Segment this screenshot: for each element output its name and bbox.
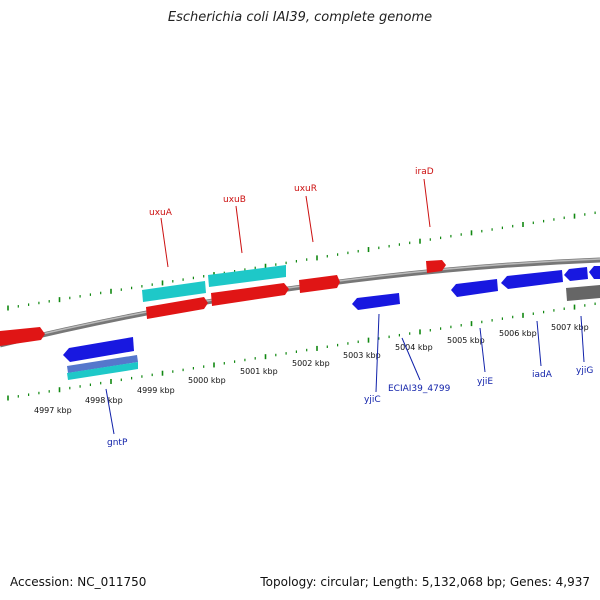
- gene-gntP-arrow[interactable]: [63, 337, 134, 362]
- gene-arrow-left-edge[interactable]: [0, 327, 45, 346]
- tick-label-5004: 5004 kbp: [395, 343, 433, 352]
- tick-label-4997: 4997 kbp: [34, 406, 72, 415]
- gene-label-iraD[interactable]: iraD: [415, 167, 434, 177]
- rna-feature-1[interactable]: [142, 281, 206, 302]
- gene-uxuB-arrow[interactable]: [211, 283, 289, 306]
- tick-label-4998: 4998 kbp: [85, 396, 123, 405]
- gene-edge-arrow[interactable]: [589, 266, 600, 279]
- gene-grey-feature[interactable]: [566, 285, 600, 301]
- footer-stats: Topology: circular; Length: 5,132,068 bp…: [260, 575, 590, 589]
- gene-yjiG-arrow[interactable]: [564, 267, 588, 281]
- tick-label-5007: 5007 kbp: [551, 323, 589, 332]
- tick-label-5000: 5000 kbp: [188, 376, 226, 385]
- rna-feature-4[interactable]: [67, 362, 138, 380]
- gene-label-yjiC[interactable]: yjiC: [364, 395, 381, 405]
- gene-label-ECIAI39_4799[interactable]: ECIAI39_4799: [388, 384, 451, 394]
- footer-accession: Accession: NC_011750: [10, 575, 147, 589]
- rna-feature-3[interactable]: [67, 355, 138, 373]
- tick-label-4999: 4999 kbp: [137, 386, 175, 395]
- gene-iraD-arrow[interactable]: [426, 260, 446, 273]
- gene-yjiC-arrow[interactable]: [352, 293, 400, 310]
- upper-ruler: [7, 211, 596, 311]
- gene-label-uxuR[interactable]: uxuR: [294, 184, 317, 194]
- gene-yjiE-arrow[interactable]: [451, 279, 498, 297]
- rna-feature-2[interactable]: [208, 265, 286, 287]
- tick-label-5005: 5005 kbp: [447, 336, 485, 345]
- tick-label-5003: 5003 kbp: [343, 351, 381, 360]
- gene-label-uxuB[interactable]: uxuB: [223, 195, 246, 205]
- tick-label-5001: 5001 kbp: [240, 367, 278, 376]
- tick-label-5006: 5006 kbp: [499, 329, 537, 338]
- gene-label-gntP[interactable]: gntP: [107, 438, 128, 448]
- gene-label-yjiE[interactable]: yjiE: [477, 377, 493, 387]
- genome-title: Escherichia coli IAI39, complete genome: [167, 10, 433, 25]
- lower-ruler: [7, 302, 596, 401]
- gene-uxuR-arrow[interactable]: [299, 275, 340, 293]
- gene-label-yjiG[interactable]: yjiG: [576, 366, 593, 376]
- tick-label-5002: 5002 kbp: [292, 359, 330, 368]
- gene-iadA-arrow[interactable]: [501, 270, 563, 289]
- gene-label-uxuA[interactable]: uxuA: [149, 208, 173, 218]
- gene-uxuA-arrow[interactable]: [146, 297, 208, 319]
- gene-label-iadA[interactable]: iadA: [532, 370, 553, 380]
